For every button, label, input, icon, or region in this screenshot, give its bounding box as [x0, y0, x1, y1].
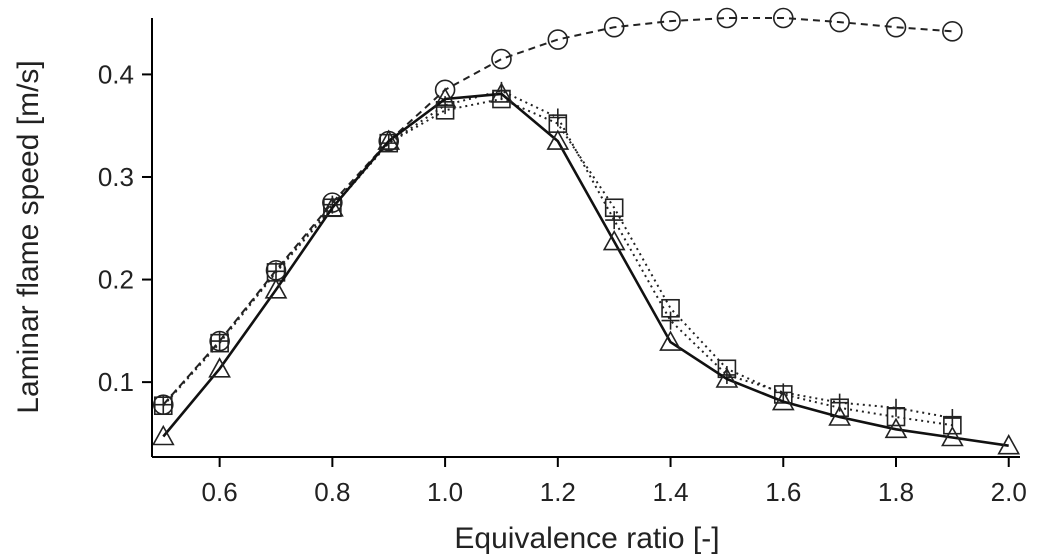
data-point-triangle: [208, 357, 231, 378]
data-point-circle: [772, 7, 794, 29]
y-tick-label: 0.2: [98, 265, 134, 295]
data-point-square: [661, 298, 680, 318]
data-point-square: [435, 101, 455, 120]
data-point-triangle: [602, 229, 626, 251]
data-point-square: [717, 359, 737, 379]
series-plus: [154, 81, 962, 428]
y-tick-label: 0.1: [98, 367, 134, 397]
data-point-triangle: [264, 278, 288, 299]
data-point-triangle: [546, 129, 570, 150]
data-point-circle: [603, 16, 625, 38]
data-point-square: [886, 407, 906, 427]
data-point-plus: [943, 409, 962, 428]
data-point-circle: [547, 29, 569, 50]
data-point-square: [943, 415, 962, 435]
data-point-plus: [548, 108, 567, 127]
x-tick-label: 0.8: [314, 477, 350, 507]
data-point-circle: [942, 21, 963, 42]
x-tick-label: 1.6: [765, 477, 801, 507]
data-point-triangle: [715, 367, 739, 388]
data-point-plus: [605, 211, 624, 230]
data-point-triangle: [997, 434, 1021, 455]
data-point-triangle: [377, 129, 401, 150]
data-point-triangle: [151, 424, 175, 446]
series-line-square: [162, 97, 953, 427]
series-triangle: [151, 82, 1021, 455]
data-point-plus: [661, 311, 680, 330]
axes: [151, 18, 1020, 458]
data-point-circle: [716, 7, 738, 29]
y-tick-label: 0.3: [98, 162, 134, 192]
data-point-triangle: [828, 405, 851, 426]
y-ticks: 0.1 0.2 0.3 0.4: [98, 59, 152, 397]
x-tick-label: 1.4: [652, 477, 688, 507]
x-axis-title: Equivalence ratio [-]: [454, 522, 719, 555]
data-point-square: [210, 333, 229, 353]
data-point-square: [379, 133, 399, 153]
series-line-triangle: [162, 92, 1009, 447]
x-ticks: 0.6 0.8 1.0 1.2 1.4 1.6 1.8 2.0: [202, 457, 1027, 507]
y-tick-label: 0.4: [98, 59, 134, 89]
data-point-circle: [491, 48, 512, 70]
data-point-triangle: [941, 425, 964, 447]
data-point-circle: [885, 16, 907, 38]
data-point-triangle: [771, 389, 795, 411]
x-tick-label: 1.8: [878, 477, 914, 507]
plot-series: [151, 7, 1021, 455]
data-point-square: [604, 198, 624, 218]
data-point-circle: [660, 10, 681, 32]
data-point-triangle: [884, 417, 908, 439]
data-point-triangle: [659, 330, 682, 351]
x-tick-label: 1.2: [540, 477, 576, 507]
data-point-triangle: [433, 87, 457, 108]
series-line-circle: [162, 17, 953, 406]
data-point-square: [153, 396, 173, 416]
data-point-triangle: [490, 82, 513, 103]
x-tick-label: 2.0: [991, 477, 1027, 507]
data-point-circle: [209, 330, 230, 352]
series-square: [153, 89, 962, 435]
x-tick-label: 1.0: [427, 477, 463, 507]
data-point-triangle: [321, 196, 344, 217]
series-circle: [152, 7, 963, 415]
data-point-circle: [829, 11, 850, 33]
x-tick-label: 0.6: [202, 477, 238, 507]
y-axis-title: Laminar flame speed [m/s]: [12, 60, 45, 413]
